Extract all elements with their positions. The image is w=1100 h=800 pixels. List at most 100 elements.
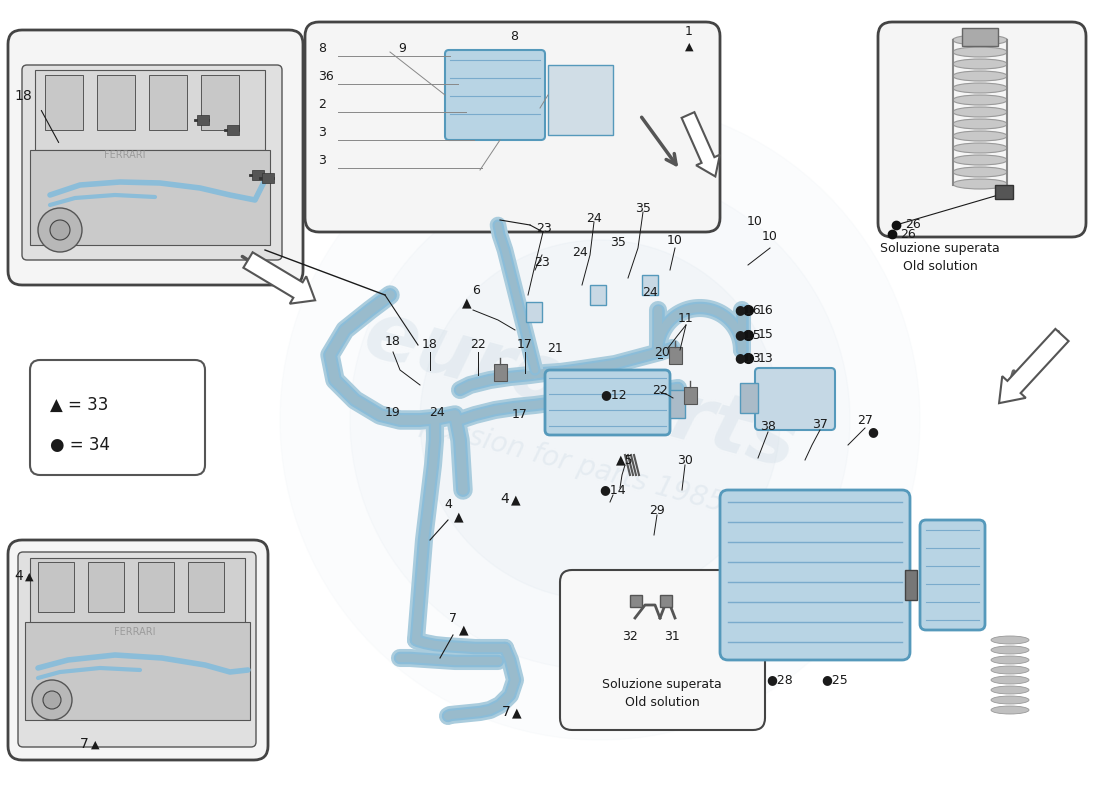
Text: 31: 31 bbox=[664, 630, 680, 643]
Text: Soluzione superata: Soluzione superata bbox=[880, 242, 1000, 255]
Ellipse shape bbox=[953, 167, 1008, 177]
Text: 3: 3 bbox=[318, 126, 326, 139]
Text: Soluzione superata: Soluzione superata bbox=[602, 678, 722, 691]
Text: 35: 35 bbox=[610, 237, 626, 250]
Ellipse shape bbox=[953, 143, 1008, 153]
Bar bbox=[684, 387, 697, 404]
Bar bbox=[201, 75, 239, 130]
Ellipse shape bbox=[953, 179, 1008, 189]
Text: 17: 17 bbox=[513, 409, 528, 422]
Text: Old solution: Old solution bbox=[903, 260, 978, 273]
Text: ▲: ▲ bbox=[685, 42, 693, 52]
Bar bbox=[590, 285, 606, 305]
Text: ▲: ▲ bbox=[25, 572, 33, 582]
FancyArrow shape bbox=[999, 329, 1068, 403]
Text: 36: 36 bbox=[318, 70, 333, 83]
Circle shape bbox=[280, 100, 920, 740]
Text: 18: 18 bbox=[422, 338, 438, 351]
Text: 8: 8 bbox=[318, 42, 326, 55]
Text: 7: 7 bbox=[449, 611, 456, 625]
Text: 38: 38 bbox=[760, 421, 775, 434]
FancyArrow shape bbox=[682, 112, 719, 177]
Ellipse shape bbox=[953, 131, 1008, 141]
Text: ●13: ●13 bbox=[735, 351, 761, 365]
Ellipse shape bbox=[953, 155, 1008, 165]
Bar bbox=[30, 558, 245, 623]
Text: 8: 8 bbox=[510, 30, 518, 43]
Text: 27: 27 bbox=[857, 414, 873, 426]
Text: 4: 4 bbox=[14, 569, 23, 583]
Text: 2: 2 bbox=[318, 98, 326, 111]
Bar bbox=[740, 383, 758, 413]
Text: 10: 10 bbox=[762, 230, 778, 243]
Text: ▲: ▲ bbox=[454, 510, 464, 523]
Circle shape bbox=[50, 220, 70, 240]
Ellipse shape bbox=[953, 47, 1008, 57]
FancyBboxPatch shape bbox=[305, 22, 720, 232]
Ellipse shape bbox=[991, 656, 1028, 664]
Bar bbox=[996, 185, 1013, 199]
Text: 24: 24 bbox=[429, 406, 444, 418]
Text: 24: 24 bbox=[572, 246, 587, 258]
Bar bbox=[35, 70, 265, 150]
Ellipse shape bbox=[953, 71, 1008, 81]
FancyBboxPatch shape bbox=[30, 360, 205, 475]
Ellipse shape bbox=[991, 706, 1028, 714]
Text: 18: 18 bbox=[385, 335, 400, 348]
FancyBboxPatch shape bbox=[920, 520, 984, 630]
Circle shape bbox=[32, 680, 72, 720]
Ellipse shape bbox=[953, 95, 1008, 105]
FancyBboxPatch shape bbox=[720, 490, 910, 660]
Text: ●: ● bbox=[868, 426, 879, 438]
Ellipse shape bbox=[953, 59, 1008, 69]
Text: 24: 24 bbox=[586, 212, 602, 225]
FancyBboxPatch shape bbox=[560, 570, 764, 730]
Text: ▲5: ▲5 bbox=[616, 454, 634, 466]
Text: 13: 13 bbox=[758, 351, 773, 365]
Text: 7: 7 bbox=[80, 737, 89, 751]
Ellipse shape bbox=[991, 646, 1028, 654]
Ellipse shape bbox=[953, 35, 1008, 45]
Ellipse shape bbox=[991, 666, 1028, 674]
Ellipse shape bbox=[953, 107, 1008, 117]
Text: 30: 30 bbox=[678, 454, 693, 466]
Text: ▲: ▲ bbox=[91, 740, 99, 750]
FancyBboxPatch shape bbox=[22, 65, 282, 260]
Text: 24: 24 bbox=[642, 286, 658, 298]
Text: 15: 15 bbox=[758, 329, 774, 342]
Text: 10: 10 bbox=[747, 215, 763, 228]
Text: FERRARI: FERRARI bbox=[104, 150, 145, 160]
Bar bbox=[97, 75, 135, 130]
Text: 37: 37 bbox=[812, 418, 828, 431]
Bar bbox=[669, 347, 682, 364]
Circle shape bbox=[43, 691, 60, 709]
Bar bbox=[45, 75, 82, 130]
Bar bbox=[25, 622, 250, 720]
Bar bbox=[88, 562, 124, 612]
FancyArrow shape bbox=[243, 252, 315, 304]
Text: ●16: ●16 bbox=[735, 303, 761, 317]
Bar bbox=[526, 302, 542, 322]
Text: 16: 16 bbox=[758, 303, 773, 317]
Text: 9: 9 bbox=[398, 42, 406, 55]
Text: 10: 10 bbox=[667, 234, 683, 246]
Text: FERRARI: FERRARI bbox=[114, 627, 156, 637]
Text: ●28: ●28 bbox=[767, 674, 793, 686]
Text: 29: 29 bbox=[649, 503, 664, 517]
Bar bbox=[252, 170, 264, 180]
Text: 7: 7 bbox=[502, 705, 510, 719]
Text: 32: 32 bbox=[623, 630, 638, 643]
Text: ▲: ▲ bbox=[512, 493, 520, 506]
FancyBboxPatch shape bbox=[8, 540, 268, 760]
Text: 4: 4 bbox=[444, 498, 452, 511]
Bar bbox=[197, 115, 209, 125]
Text: 19: 19 bbox=[385, 406, 400, 418]
Ellipse shape bbox=[953, 119, 1008, 129]
Circle shape bbox=[39, 208, 82, 252]
Bar bbox=[962, 28, 998, 46]
Bar bbox=[905, 570, 917, 600]
Bar bbox=[227, 125, 239, 135]
Text: ▲: ▲ bbox=[513, 706, 521, 719]
Text: ●25: ●25 bbox=[822, 674, 848, 686]
Bar bbox=[660, 595, 672, 607]
